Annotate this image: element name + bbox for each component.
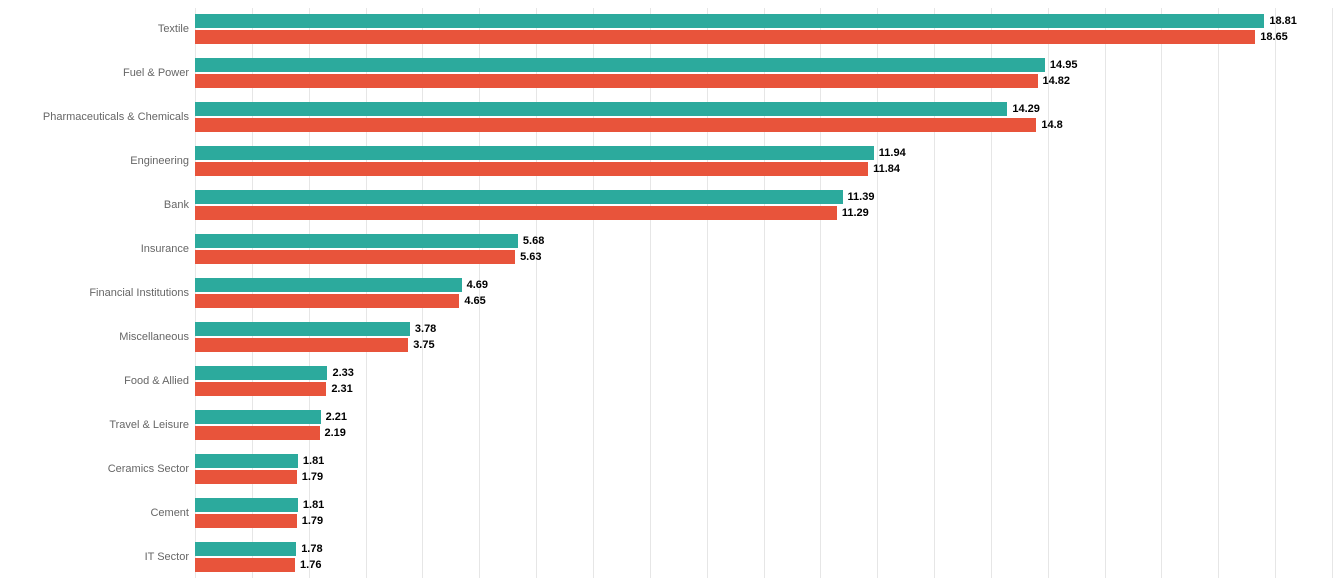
category-label: Insurance	[141, 243, 189, 255]
gridline	[1218, 8, 1219, 578]
bar	[195, 558, 295, 572]
category-label: Miscellaneous	[119, 331, 189, 343]
value-label: 3.75	[413, 339, 434, 351]
bar	[195, 470, 297, 484]
bar	[195, 146, 874, 160]
bar	[195, 14, 1264, 28]
bar	[195, 118, 1036, 132]
bar	[195, 542, 296, 556]
category-label: Cement	[150, 507, 189, 519]
grouped-horizontal-bar-chart: Textile Fuel & Power Pharmaceuticals & Che…	[0, 0, 1337, 585]
category-label: IT Sector	[145, 551, 189, 563]
bar	[195, 162, 868, 176]
category-label: Engineering	[130, 155, 189, 167]
bar	[195, 234, 518, 248]
category-label: Ceramics Sector	[108, 463, 189, 475]
bar	[195, 322, 410, 336]
gridline	[877, 8, 878, 578]
gridline	[991, 8, 992, 578]
value-label: 1.81	[303, 499, 324, 511]
category-label: Food & Allied	[124, 375, 189, 387]
bar	[195, 206, 837, 220]
y-axis-labels: Textile Fuel & Power Pharmaceuticals & Che…	[0, 8, 195, 578]
value-label: 14.82	[1043, 75, 1071, 87]
value-label: 2.19	[325, 427, 346, 439]
value-label: 11.84	[873, 163, 900, 175]
value-label: 18.81	[1269, 15, 1297, 27]
value-label: 4.69	[467, 279, 488, 291]
category-label: Bank	[164, 199, 189, 211]
bar	[195, 190, 843, 204]
category-label: Financial Institutions	[89, 287, 189, 299]
bar	[195, 250, 515, 264]
gridline	[479, 8, 480, 578]
bar	[195, 102, 1007, 116]
category-label: Textile	[158, 23, 189, 35]
gridline	[536, 8, 537, 578]
value-label: 1.78	[301, 543, 322, 555]
bar	[195, 410, 321, 424]
value-label: 18.65	[1260, 31, 1288, 43]
gridline	[934, 8, 935, 578]
bar	[195, 294, 459, 308]
gridline	[764, 8, 765, 578]
value-label: 2.31	[331, 383, 352, 395]
bar	[195, 58, 1045, 72]
gridline	[1161, 8, 1162, 578]
bar	[195, 30, 1255, 44]
bar	[195, 278, 462, 292]
gridline	[1275, 8, 1276, 578]
gridline	[707, 8, 708, 578]
category-label: Fuel & Power	[123, 67, 189, 79]
value-label: 11.94	[879, 147, 906, 159]
value-label: 11.39	[848, 191, 875, 203]
value-label: 5.68	[523, 235, 544, 247]
bar	[195, 514, 297, 528]
bar	[195, 366, 327, 380]
value-label: 14.95	[1050, 59, 1078, 71]
bar	[195, 382, 326, 396]
value-label: 2.21	[326, 411, 347, 423]
bar	[195, 498, 298, 512]
value-label: 11.29	[842, 207, 869, 219]
bar	[195, 426, 320, 440]
category-label: Pharmaceuticals & Chemicals	[43, 111, 189, 123]
bar	[195, 338, 408, 352]
value-label: 1.81	[303, 455, 324, 467]
value-label: 1.79	[302, 471, 323, 483]
value-label: 5.63	[520, 251, 541, 263]
plot-area: 18.81 18.65 14.95 14.82 14.2914.8 11.94 11.84 1…	[195, 8, 1332, 578]
gridline	[1332, 8, 1333, 578]
value-label: 1.76	[300, 559, 321, 571]
gridline	[422, 8, 423, 578]
category-label: Travel & Leisure	[109, 419, 189, 431]
gridline	[593, 8, 594, 578]
bar	[195, 454, 298, 468]
gridline	[820, 8, 821, 578]
gridline	[309, 8, 310, 578]
value-label: 2.33	[332, 367, 353, 379]
bar	[195, 74, 1038, 88]
gridline	[650, 8, 651, 578]
gridline	[366, 8, 367, 578]
gridline	[252, 8, 253, 578]
gridline	[195, 8, 196, 578]
gridline	[1048, 8, 1049, 578]
value-label: 14.8	[1041, 119, 1062, 131]
value-label: 14.29	[1012, 103, 1040, 115]
value-label: 3.78	[415, 323, 436, 335]
gridline	[1105, 8, 1106, 578]
value-label: 1.79	[302, 515, 323, 527]
value-label: 4.65	[464, 295, 485, 307]
